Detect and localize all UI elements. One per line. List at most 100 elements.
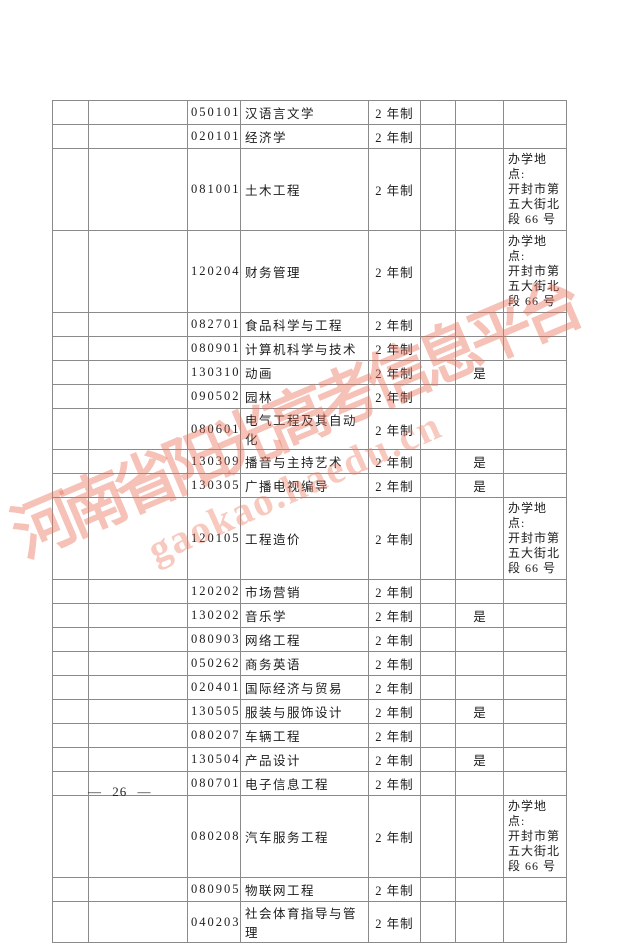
- duration-cell: 2 年制: [368, 148, 421, 231]
- duration-cell: 2 年制: [368, 449, 421, 474]
- spacer-cell-left1: [52, 312, 89, 337]
- duration-cell: 2 年制: [368, 336, 421, 361]
- code-cell: 050262: [187, 651, 241, 676]
- table-row: 080903 网络工程 2 年制: [52, 627, 567, 652]
- table-row: 040203 社会体育指导与管理 2 年制: [52, 901, 567, 943]
- spacer-cell-left1: [52, 651, 89, 676]
- spacer-cell-mid: [420, 336, 456, 361]
- code-cell: 130202: [187, 603, 241, 628]
- spacer-cell-left2: [88, 148, 188, 231]
- note-cell: 办学地点: 开封市第 五大街北 段 66 号: [503, 148, 567, 231]
- name-cell: 物联网工程: [240, 877, 369, 902]
- name-cell: 土木工程: [240, 148, 369, 231]
- name-cell: 市场营销: [240, 579, 369, 604]
- table-row: 050101 汉语言文学 2 年制: [52, 100, 567, 125]
- flag-cell: [455, 100, 504, 125]
- duration-cell: 2 年制: [368, 795, 421, 878]
- spacer-cell-left1: [52, 449, 89, 474]
- spacer-cell-left2: [88, 901, 188, 943]
- note-cell: [503, 408, 567, 450]
- spacer-cell-left2: [88, 408, 188, 450]
- code-cell: 040203: [187, 901, 241, 943]
- name-cell: 社会体育指导与管理: [240, 901, 369, 943]
- note-cell: [503, 449, 567, 474]
- table-row: 020101 经济学 2 年制: [52, 124, 567, 149]
- code-cell: 130309: [187, 449, 241, 474]
- spacer-cell-left2: [88, 877, 188, 902]
- name-cell: 产品设计: [240, 747, 369, 772]
- duration-cell: 2 年制: [368, 230, 421, 313]
- table-row: 130202 音乐学 2 年制 是: [52, 603, 567, 628]
- table-row: 080208 汽车服务工程 2 年制 办学地点: 开封市第 五大街北 段 66 号: [52, 795, 567, 878]
- note-cell: [503, 603, 567, 628]
- code-cell: 080903: [187, 627, 241, 652]
- programs-table: 050101 汉语言文学 2 年制 020101 经济学 2 年制 081001 土木工程 2 …: [52, 100, 567, 943]
- spacer-cell-left1: [52, 747, 89, 772]
- spacer-cell-mid: [420, 675, 456, 700]
- duration-cell: 2 年制: [368, 723, 421, 748]
- duration-cell: 2 年制: [368, 124, 421, 149]
- spacer-cell-left2: [88, 230, 188, 313]
- spacer-cell-left1: [52, 360, 89, 385]
- duration-cell: 2 年制: [368, 747, 421, 772]
- duration-cell: 2 年制: [368, 360, 421, 385]
- duration-cell: 2 年制: [368, 408, 421, 450]
- duration-cell: 2 年制: [368, 877, 421, 902]
- spacer-cell-left2: [88, 795, 188, 878]
- spacer-cell-mid: [420, 408, 456, 450]
- note-cell: 办学地点: 开封市第 五大街北 段 66 号: [503, 230, 567, 313]
- flag-cell: [455, 312, 504, 337]
- name-cell: 广播电视编导: [240, 473, 369, 498]
- duration-cell: 2 年制: [368, 473, 421, 498]
- spacer-cell-left2: [88, 336, 188, 361]
- table-row: 090502 园林 2 年制: [52, 384, 567, 409]
- duration-cell: 2 年制: [368, 100, 421, 125]
- flag-cell: [455, 651, 504, 676]
- table-row: 080905 物联网工程 2 年制: [52, 877, 567, 902]
- flag-cell: [455, 497, 504, 580]
- spacer-cell-left1: [52, 408, 89, 450]
- duration-cell: 2 年制: [368, 627, 421, 652]
- flag-cell: [455, 384, 504, 409]
- spacer-cell-mid: [420, 148, 456, 231]
- spacer-cell-mid: [420, 901, 456, 943]
- name-cell: 汉语言文学: [240, 100, 369, 125]
- flag-cell: [455, 795, 504, 878]
- spacer-cell-left2: [88, 675, 188, 700]
- duration-cell: 2 年制: [368, 579, 421, 604]
- note-cell: [503, 877, 567, 902]
- flag-cell: [455, 408, 504, 450]
- code-cell: 090502: [187, 384, 241, 409]
- spacer-cell-left2: [88, 312, 188, 337]
- spacer-cell-mid: [420, 312, 456, 337]
- name-cell: 服装与服饰设计: [240, 699, 369, 724]
- name-cell: 音乐学: [240, 603, 369, 628]
- flag-cell: [455, 579, 504, 604]
- code-cell: 130305: [187, 473, 241, 498]
- note-cell: [503, 124, 567, 149]
- note-cell: [503, 723, 567, 748]
- spacer-cell-mid: [420, 124, 456, 149]
- duration-cell: 2 年制: [368, 675, 421, 700]
- spacer-cell-left1: [52, 579, 89, 604]
- flag-cell: [455, 124, 504, 149]
- duration-cell: 2 年制: [368, 384, 421, 409]
- flag-cell: [455, 627, 504, 652]
- spacer-cell-left1: [52, 675, 89, 700]
- spacer-cell-left1: [52, 384, 89, 409]
- flag-cell: 是: [455, 699, 504, 724]
- spacer-cell-left2: [88, 384, 188, 409]
- spacer-cell-left1: [52, 699, 89, 724]
- code-cell: 080208: [187, 795, 241, 878]
- spacer-cell-mid: [420, 360, 456, 385]
- flag-cell: 是: [455, 747, 504, 772]
- spacer-cell-left1: [52, 124, 89, 149]
- code-cell: 130504: [187, 747, 241, 772]
- code-cell: 080701: [187, 771, 241, 796]
- note-cell: [503, 699, 567, 724]
- spacer-cell-left1: [52, 771, 89, 796]
- code-cell: 130505: [187, 699, 241, 724]
- name-cell: 工程造价: [240, 497, 369, 580]
- spacer-cell-left1: [52, 473, 89, 498]
- name-cell: 汽车服务工程: [240, 795, 369, 878]
